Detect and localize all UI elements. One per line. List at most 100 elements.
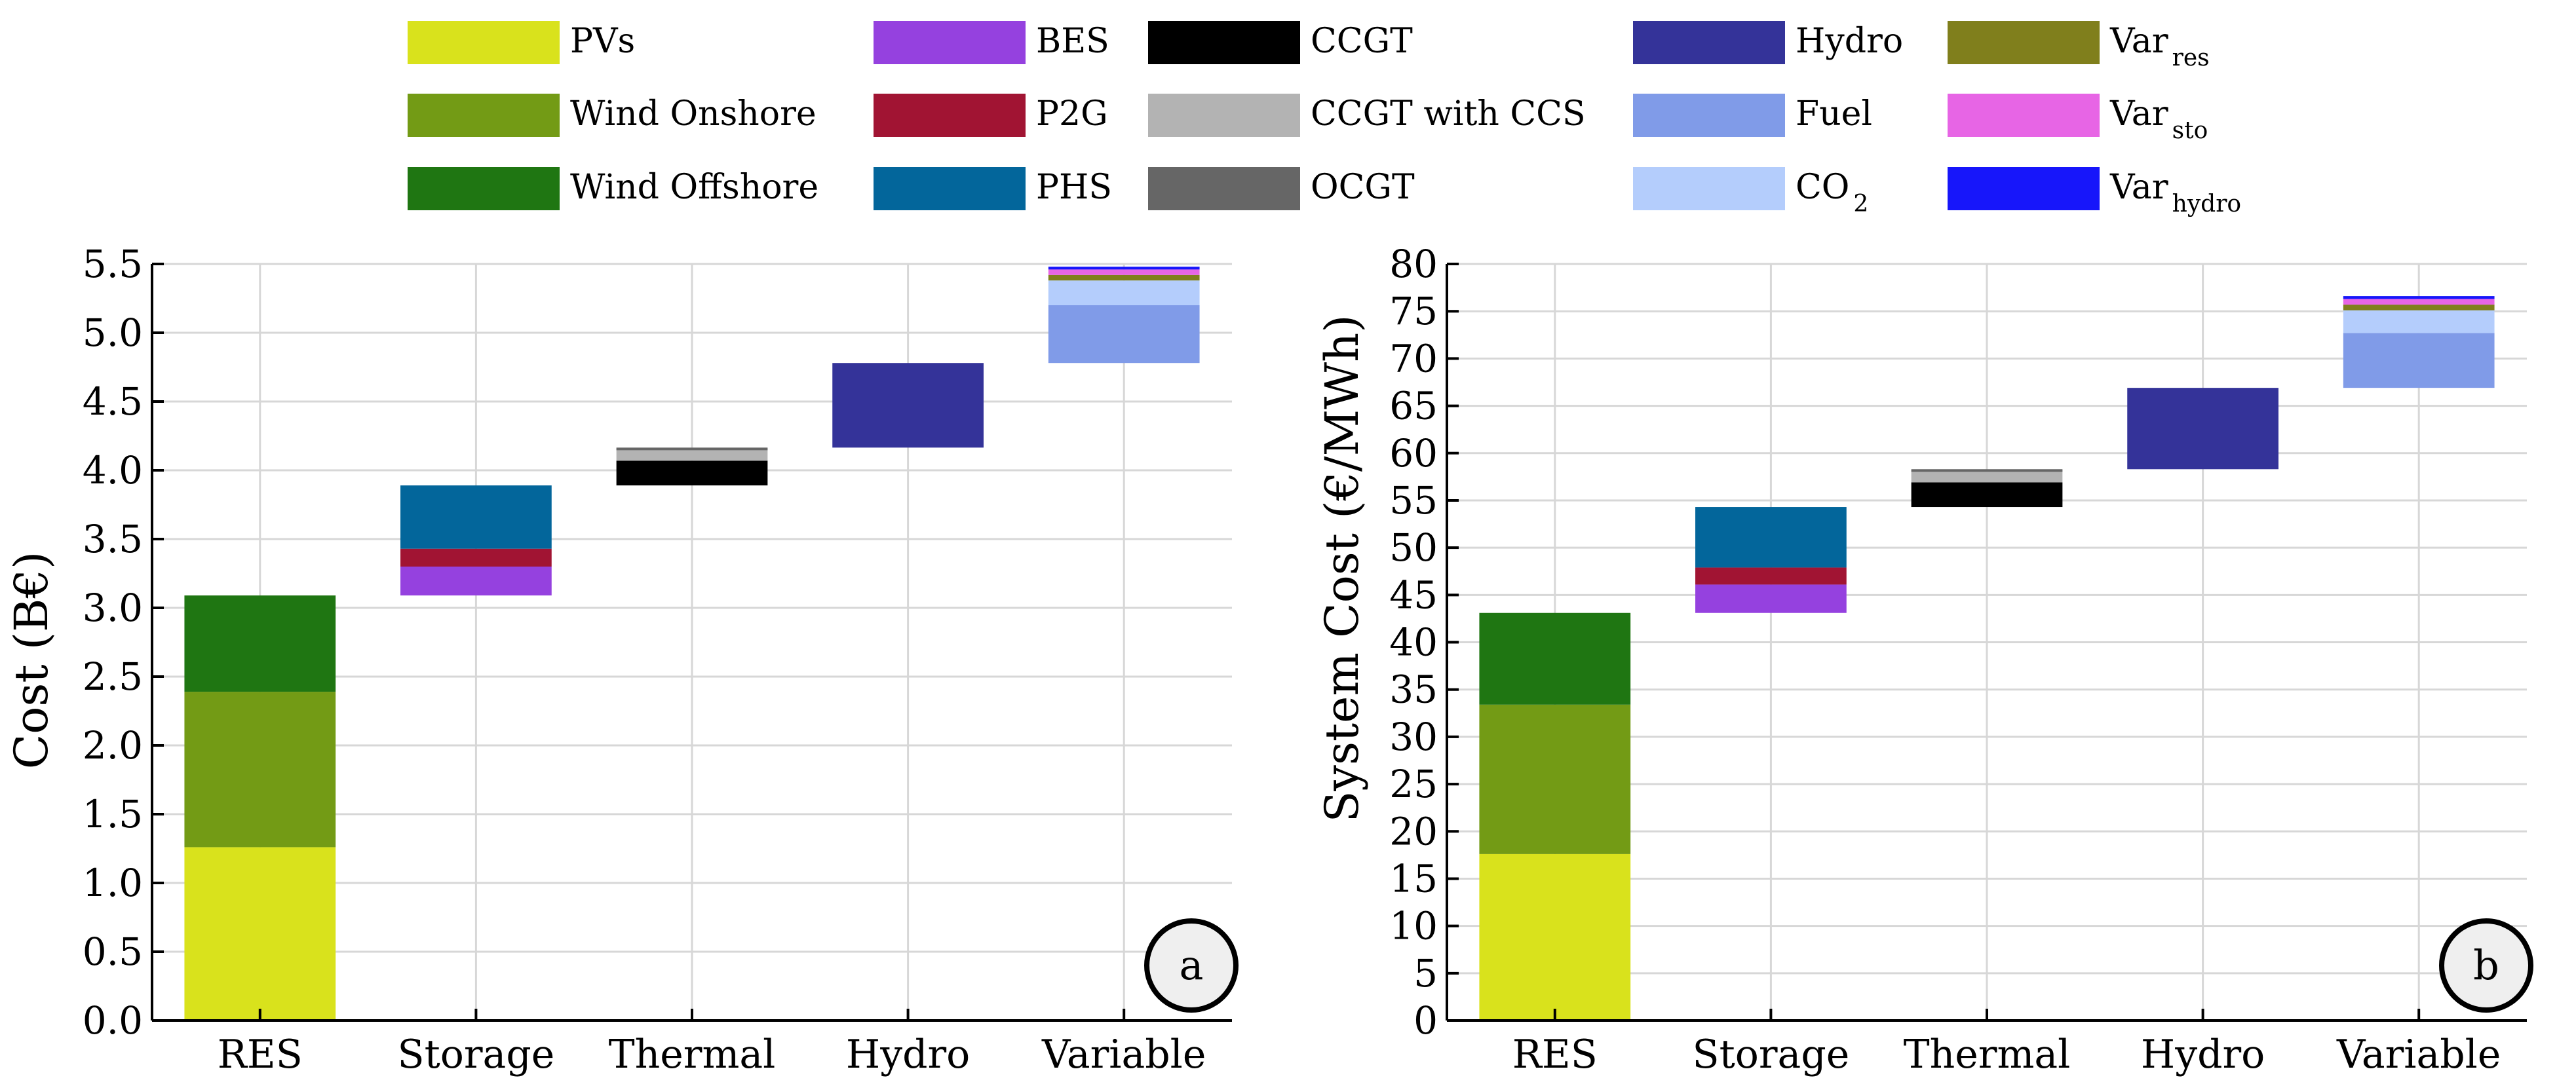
y-tick-label: 55 bbox=[1389, 478, 1438, 523]
legend-item-ccgt: CCGT bbox=[1148, 21, 1413, 64]
bar-thermal-ccgt-with-ccs bbox=[1911, 470, 2063, 483]
legend-label: PHS bbox=[1036, 168, 1112, 207]
legend-label: OCGT bbox=[1311, 168, 1415, 207]
y-tick-label: 15 bbox=[1389, 856, 1438, 901]
bar-variable-var-hydro bbox=[2343, 296, 2495, 299]
bar-variable-var-sto bbox=[1048, 269, 1200, 275]
y-tick-label: 1.5 bbox=[83, 792, 143, 836]
legend-label: Wind Offshore bbox=[570, 168, 818, 207]
legend-item-ccgt-with-ccs: CCGT with CCS bbox=[1148, 94, 1586, 137]
x-tick-label-variable: Variable bbox=[1041, 1032, 1206, 1077]
legend-item-fuel: Fuel bbox=[1633, 94, 1872, 137]
legend-label: Hydro bbox=[1796, 22, 1903, 61]
legend-swatch-pvs bbox=[408, 21, 560, 64]
y-tick-label: 35 bbox=[1389, 667, 1438, 712]
panel-b-letter: b bbox=[2473, 941, 2499, 989]
legend-label: Var res bbox=[2109, 22, 2210, 71]
y-tick-label: 1.0 bbox=[83, 861, 143, 905]
y-tick-label: 3.5 bbox=[83, 517, 143, 561]
legend-swatch-wind-offshore bbox=[408, 167, 560, 210]
bar-res-pvs bbox=[1479, 853, 1631, 1020]
y-tick-label: 5 bbox=[1413, 951, 1438, 996]
legend-label: Var sto bbox=[2109, 94, 2208, 144]
y-tick-label: 20 bbox=[1389, 809, 1438, 853]
panel-b-letter-badge: b bbox=[2439, 918, 2533, 1013]
legend-label: Wind Onshore bbox=[570, 94, 817, 134]
y-tick-label: 2.5 bbox=[83, 654, 143, 699]
bar-variable-var-res bbox=[1048, 274, 1200, 281]
legend-swatch-hydro bbox=[1633, 21, 1785, 64]
legend-item-wind-onshore: Wind Onshore bbox=[408, 94, 817, 137]
legend-swatch-phs bbox=[874, 167, 1026, 210]
y-tick-label: 0.0 bbox=[83, 998, 143, 1043]
y-tick-label: 40 bbox=[1389, 620, 1438, 665]
bar-res-pvs bbox=[184, 847, 336, 1020]
legend-item-p2g: P2G bbox=[874, 94, 1108, 137]
legend-label: CO 2 bbox=[1796, 168, 1868, 217]
panel-a-bars bbox=[184, 267, 1200, 1020]
bar-thermal-ccgt bbox=[616, 460, 768, 486]
panel-b-x-ticks: RES Storage Thermal Hydro Variable bbox=[1512, 1009, 2501, 1077]
legend-label: CCGT bbox=[1311, 22, 1413, 61]
legend-item-co2: CO 2 bbox=[1633, 167, 1868, 217]
legend-item-phs: PHS bbox=[874, 167, 1112, 210]
panel-a-y-axis-title: Cost (B€) bbox=[5, 552, 58, 770]
bar-variable-var-res bbox=[2343, 305, 2495, 310]
bar-storage-bes bbox=[400, 567, 552, 596]
y-tick-label: 4.0 bbox=[83, 448, 143, 493]
legend-swatch-varsto bbox=[1948, 94, 2100, 137]
x-tick-label-hydro: Hydro bbox=[846, 1032, 970, 1077]
y-tick-label: 0 bbox=[1413, 998, 1438, 1043]
bar-variable-fuel bbox=[1048, 305, 1200, 364]
panel-b-badge-circle bbox=[2439, 918, 2533, 1013]
y-tick-label: 5.5 bbox=[83, 242, 143, 286]
legend-label: PVs bbox=[570, 22, 635, 61]
bar-variable-fuel bbox=[2343, 333, 2495, 388]
bar-thermal-ccgt-with-ccs bbox=[616, 448, 768, 461]
x-tick-label-res: RES bbox=[218, 1032, 303, 1077]
panel-b-bars bbox=[1479, 296, 2495, 1020]
legend: PVs Wind Onshore Wind Offshore BES P2G PHS CCG… bbox=[408, 21, 2241, 217]
y-tick-label: 80 bbox=[1389, 242, 1438, 286]
x-tick-label-storage: Storage bbox=[1693, 1032, 1850, 1077]
bar-thermal-ccgt bbox=[1911, 482, 2063, 508]
legend-label: P2G bbox=[1036, 94, 1108, 134]
bar-res-wind-onshore bbox=[184, 692, 336, 848]
panel-a-y-ticks: 0.0 0.5 1.0 1.5 2.0 2.5 3.0 3.5 4.0 4.5 5.0 5.5 bbox=[83, 242, 164, 1043]
bar-variable-co2 bbox=[2343, 310, 2495, 333]
legend-item-varhydro: Var hydro bbox=[1948, 167, 2241, 217]
y-tick-label: 2.0 bbox=[83, 723, 143, 768]
bar-storage-bes bbox=[1695, 584, 1847, 613]
y-tick-label: 60 bbox=[1389, 431, 1438, 476]
panel-a-x-ticks: RES Storage Thermal Hydro Variable bbox=[218, 1009, 1206, 1077]
legend-swatch-wind-onshore bbox=[408, 94, 560, 137]
y-tick-label: 45 bbox=[1389, 572, 1438, 617]
legend-item-ocgt: OCGT bbox=[1148, 167, 1415, 210]
panel-b-y-axis-title: System Cost (€/MWh) bbox=[1315, 314, 1369, 822]
bar-hydro-hydro bbox=[2127, 388, 2278, 470]
legend-item-wind-offshore: Wind Offshore bbox=[408, 167, 818, 210]
panel-a-letter-badge: a bbox=[1144, 918, 1239, 1013]
legend-swatch-co2 bbox=[1633, 167, 1785, 210]
bar-thermal-ocgt bbox=[616, 447, 768, 451]
bar-res-wind-offshore bbox=[184, 595, 336, 692]
legend-swatch-ccgt-with-ccs bbox=[1148, 94, 1300, 137]
bar-variable-var-sto bbox=[2343, 299, 2495, 305]
x-tick-label-variable: Variable bbox=[2336, 1032, 2501, 1077]
bar-storage-phs bbox=[1695, 507, 1847, 568]
y-tick-label: 0.5 bbox=[83, 929, 143, 974]
x-tick-label-res: RES bbox=[1512, 1032, 1598, 1077]
y-tick-label: 65 bbox=[1389, 384, 1438, 428]
x-tick-label-thermal: Thermal bbox=[1904, 1032, 2071, 1077]
y-tick-label: 3.0 bbox=[83, 586, 143, 630]
y-tick-label: 50 bbox=[1389, 525, 1438, 570]
legend-label: Fuel bbox=[1796, 94, 1872, 134]
y-tick-label: 10 bbox=[1389, 904, 1438, 948]
y-tick-label: 25 bbox=[1389, 762, 1438, 806]
x-tick-label-storage: Storage bbox=[398, 1032, 555, 1077]
bar-thermal-ocgt bbox=[1911, 469, 2063, 472]
legend-label: BES bbox=[1036, 22, 1109, 61]
